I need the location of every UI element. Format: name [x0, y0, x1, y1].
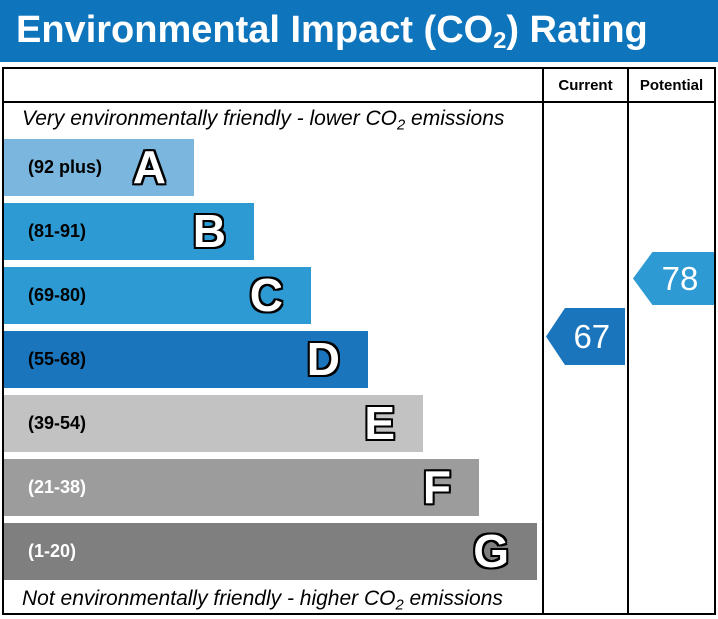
band-range-label: (1-20) — [28, 541, 77, 561]
chart-title-text: Environmental Impact (CO — [16, 9, 494, 51]
top-note: Very environmentally friendly - lower CO… — [22, 107, 505, 134]
band-range-label: (92 plus) — [28, 157, 103, 177]
band-g: (1-20) G — [4, 523, 537, 580]
bottom-note: Not environmentally friendly - higher CO… — [22, 587, 503, 614]
chart-title-suffix: ) Rating — [506, 9, 648, 51]
bottom-note-subscript: 2 — [395, 597, 404, 614]
band-e: (39-54) E — [4, 395, 423, 452]
potential-rating-arrow: 78 — [633, 252, 714, 305]
band-a: (92 plus) A — [4, 139, 194, 196]
bottom-note-suffix: emissions — [403, 587, 503, 610]
rating-table: Current Potential Very environmentally f… — [2, 67, 716, 615]
potential-column-header: Potential — [639, 77, 704, 94]
band-letter: A — [132, 140, 167, 194]
band-f: (21-38) F — [4, 459, 479, 516]
table-header-row: Current Potential — [4, 69, 714, 103]
bottom-note-text: Not environmentally friendly - higher CO — [22, 587, 396, 610]
band-letter: G — [472, 524, 510, 578]
current-rating-arrow: 67 — [546, 308, 625, 365]
band-letter: D — [306, 332, 341, 386]
chart-title: Environmental Impact (CO2) Rating — [16, 0, 648, 62]
band-range-label: (81-91) — [28, 221, 87, 241]
band-d: (55-68) D — [4, 331, 368, 388]
band-range-label: (39-54) — [28, 413, 87, 433]
potential-rating-value: 78 — [661, 259, 699, 297]
band-range-label: (69-80) — [28, 285, 87, 305]
top-note-suffix: emissions — [405, 107, 505, 130]
band-letter: C — [249, 268, 284, 322]
band-letter: B — [192, 204, 227, 258]
chart-title-bar: Environmental Impact (CO2) Rating — [0, 0, 718, 62]
band-letter: F — [422, 460, 452, 514]
band-b: (81-91) B — [4, 203, 254, 260]
current-column-divider — [542, 69, 544, 613]
current-rating-value: 67 — [573, 317, 611, 355]
band-range-label: (55-68) — [28, 349, 87, 369]
band-c: (69-80) C — [4, 267, 311, 324]
band-range-label: (21-38) — [28, 477, 87, 497]
current-column-header: Current — [558, 77, 613, 94]
top-note-text: Very environmentally friendly - lower CO — [22, 107, 398, 130]
potential-column-divider — [627, 69, 629, 613]
top-note-subscript: 2 — [397, 117, 406, 134]
band-letter: E — [363, 396, 396, 450]
chart-title-subscript: 2 — [493, 26, 507, 53]
